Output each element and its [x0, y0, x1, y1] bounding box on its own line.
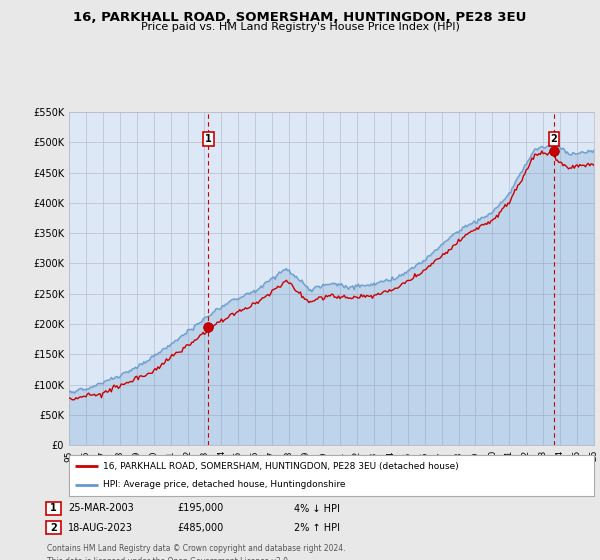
Text: 2% ↑ HPI: 2% ↑ HPI: [294, 522, 340, 533]
Text: £195,000: £195,000: [177, 503, 223, 514]
Text: 16, PARKHALL ROAD, SOMERSHAM, HUNTINGDON, PE28 3EU (detached house): 16, PARKHALL ROAD, SOMERSHAM, HUNTINGDON…: [103, 461, 459, 470]
Text: £485,000: £485,000: [177, 522, 223, 533]
Text: Price paid vs. HM Land Registry's House Price Index (HPI): Price paid vs. HM Land Registry's House …: [140, 22, 460, 32]
Text: 1: 1: [205, 134, 212, 144]
Text: 4% ↓ HPI: 4% ↓ HPI: [294, 503, 340, 514]
Text: 18-AUG-2023: 18-AUG-2023: [68, 522, 133, 533]
Text: HPI: Average price, detached house, Huntingdonshire: HPI: Average price, detached house, Hunt…: [103, 480, 346, 489]
Text: 25-MAR-2003: 25-MAR-2003: [68, 503, 134, 514]
Text: 2: 2: [550, 134, 557, 144]
Text: 16, PARKHALL ROAD, SOMERSHAM, HUNTINGDON, PE28 3EU: 16, PARKHALL ROAD, SOMERSHAM, HUNTINGDON…: [73, 11, 527, 24]
Text: Contains HM Land Registry data © Crown copyright and database right 2024.
This d: Contains HM Land Registry data © Crown c…: [47, 544, 346, 560]
Text: 1: 1: [50, 503, 57, 514]
Text: 2: 2: [50, 522, 57, 533]
